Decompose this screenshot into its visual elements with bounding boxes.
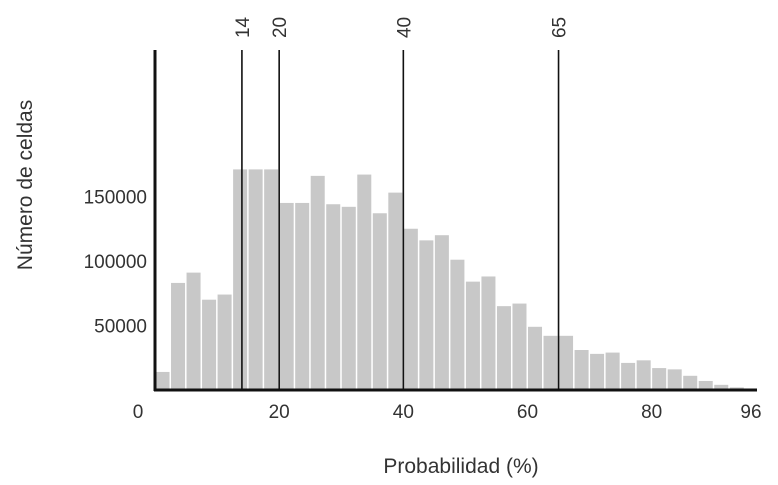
histogram-bar [388,192,403,390]
histogram-bar [574,350,589,390]
histogram-bar [465,281,480,390]
histogram-bar [341,206,356,390]
histogram-bar [652,368,667,390]
histogram-bar [403,228,418,390]
threshold-label: 14 [233,16,254,38]
histogram-bar [559,335,574,390]
x-tick-label: 60 [517,402,538,423]
threshold-label: 20 [270,17,291,38]
histogram-bar [357,174,372,390]
histogram-bar [667,369,682,390]
histogram-bar [171,282,186,390]
histogram-bar [233,169,248,390]
histogram-bar [528,326,543,390]
histogram-bar [590,353,605,390]
histogram-bar [310,175,325,390]
histogram-bar [636,360,651,390]
x-tick-labels: 0 20 40 60 80 96 [133,402,762,423]
histogram-bar [279,202,294,390]
bars-group [155,169,744,390]
histogram-bar [481,276,496,390]
y-tick-label: 150000 [84,188,147,209]
histogram-bar [295,202,310,390]
histogram-bar [264,169,279,390]
x-tick-label: 0 [133,402,144,423]
x-tick-label: 40 [393,402,414,423]
histogram-bar [683,375,698,390]
histogram-bar [217,294,232,390]
histogram-bar [248,169,263,390]
marker-labels: 14 20 40 65 [233,16,571,38]
histogram-bar [698,380,713,390]
y-tick-label: 100000 [84,252,147,273]
histogram-bar [434,235,449,390]
histogram-bar [326,204,341,390]
markers-group [241,50,560,390]
histogram-bar [202,299,217,390]
x-tick-label: 96 [740,402,761,423]
axes-group [153,50,757,392]
y-tick-label: 50000 [94,317,147,338]
histogram-bar [419,240,434,390]
histogram-bar [621,362,636,390]
histogram-bar [605,352,620,390]
histogram-bar [496,306,511,390]
y-axis-title: Número de celdas [14,100,37,270]
x-tick-label: 20 [269,402,290,423]
x-axis-title: Probabilidad (%) [383,455,538,478]
y-tick-labels: 50000 100000 150000 [84,188,147,338]
histogram-bar [714,384,729,390]
histogram-bar [543,335,558,390]
threshold-label: 40 [394,17,415,38]
threshold-label: 65 [550,17,571,38]
x-tick-label: 80 [641,402,662,423]
histogram-bar [450,259,465,390]
histogram-bar [512,303,527,390]
histogram-bar [186,272,201,390]
histogram-bar [372,213,387,390]
histogram-bar [155,371,170,390]
